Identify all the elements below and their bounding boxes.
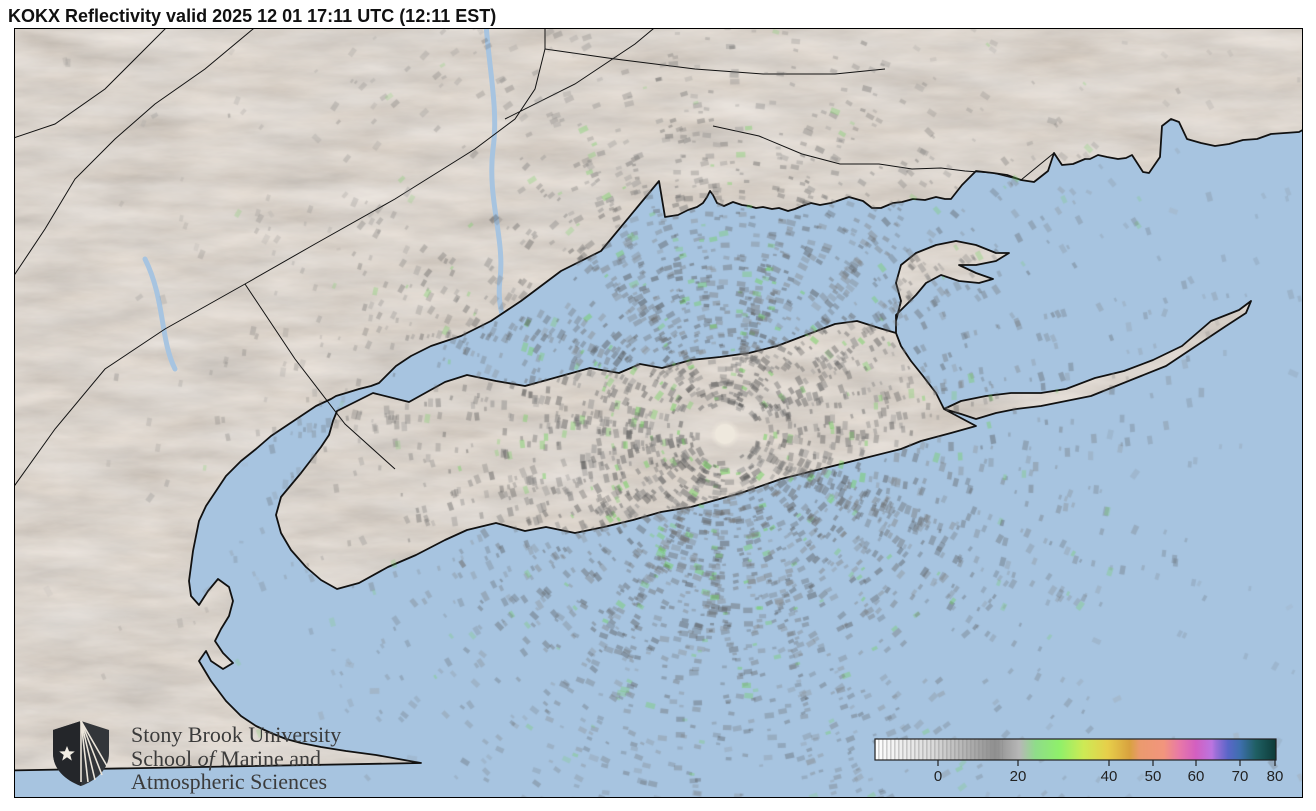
- svg-text:70: 70: [1232, 768, 1249, 785]
- svg-text:20: 20: [1010, 768, 1027, 785]
- svg-text:80: 80: [1267, 768, 1284, 785]
- svg-text:60: 60: [1188, 768, 1205, 785]
- svg-text:40: 40: [1101, 768, 1118, 785]
- svg-text:50: 50: [1145, 768, 1162, 785]
- svg-text:0: 0: [934, 768, 942, 785]
